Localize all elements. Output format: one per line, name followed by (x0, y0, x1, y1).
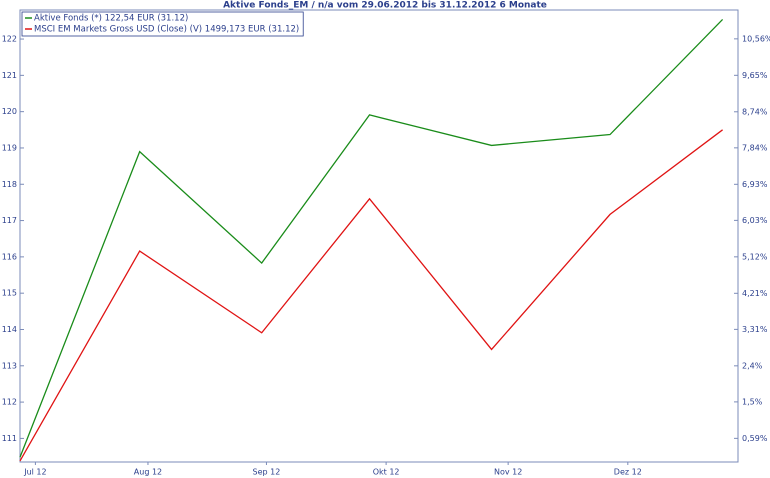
y-tick-label: 115 (2, 289, 17, 298)
series-line (19, 129, 723, 462)
x-tick-label: Aug 12 (134, 468, 162, 477)
x-tick-label: Sep 12 (253, 468, 281, 477)
y2-tick-label: 7,84% (742, 143, 768, 152)
y2-tick-label: 10,56% (742, 34, 770, 43)
x-tick-label: Nov 12 (494, 468, 522, 477)
y-tick-label: 120 (2, 107, 17, 116)
y2-tick-label: 5,12% (742, 252, 768, 261)
legend-box (21, 11, 304, 37)
plot-area (19, 9, 739, 463)
series-line (19, 18, 724, 458)
y2-tick-label: 8,74% (742, 107, 768, 116)
y2-tick-label: 9,65% (742, 71, 768, 80)
y2-tick-label: 6,93% (742, 180, 768, 189)
x-tick-label: Okt 12 (373, 468, 400, 477)
y-tick-label: 118 (2, 180, 17, 189)
y2-tick-label: 2,4% (742, 361, 763, 370)
legend-label: Aktive Fonds (*) 122,54 EUR (31.12) (34, 14, 188, 24)
y2-tick-label: 3,31% (742, 325, 768, 334)
y2-tick-label: 4,21% (742, 289, 768, 298)
y-tick-label: 114 (2, 325, 17, 334)
y2-tick-label: 1,5% (742, 397, 763, 406)
y-tick-label: 122 (2, 35, 17, 44)
y-tick-label: 111 (2, 434, 17, 443)
y-tick-label: 113 (2, 361, 17, 370)
x-tick-label: Dez 12 (614, 468, 642, 477)
y-tick-label: 117 (2, 216, 17, 225)
chart-title: Aktive Fonds_EM / n/a vom 29.06.2012 bis… (223, 1, 547, 11)
y-tick-label: 119 (2, 143, 17, 152)
y-tick-label: 112 (2, 398, 17, 407)
y-tick-label: 121 (2, 71, 17, 80)
x-tick-label: Jul 12 (23, 468, 46, 477)
legend-label: MSCI EM Markets Gross USD (Close) (V) 14… (34, 25, 299, 35)
y2-tick-label: 6,03% (742, 216, 768, 225)
legend: Aktive Fonds (*) 122,54 EUR (31.12)MSCI … (21, 11, 304, 37)
y-tick-label: 116 (2, 252, 17, 261)
y2-tick-label: 0,59% (742, 434, 768, 443)
